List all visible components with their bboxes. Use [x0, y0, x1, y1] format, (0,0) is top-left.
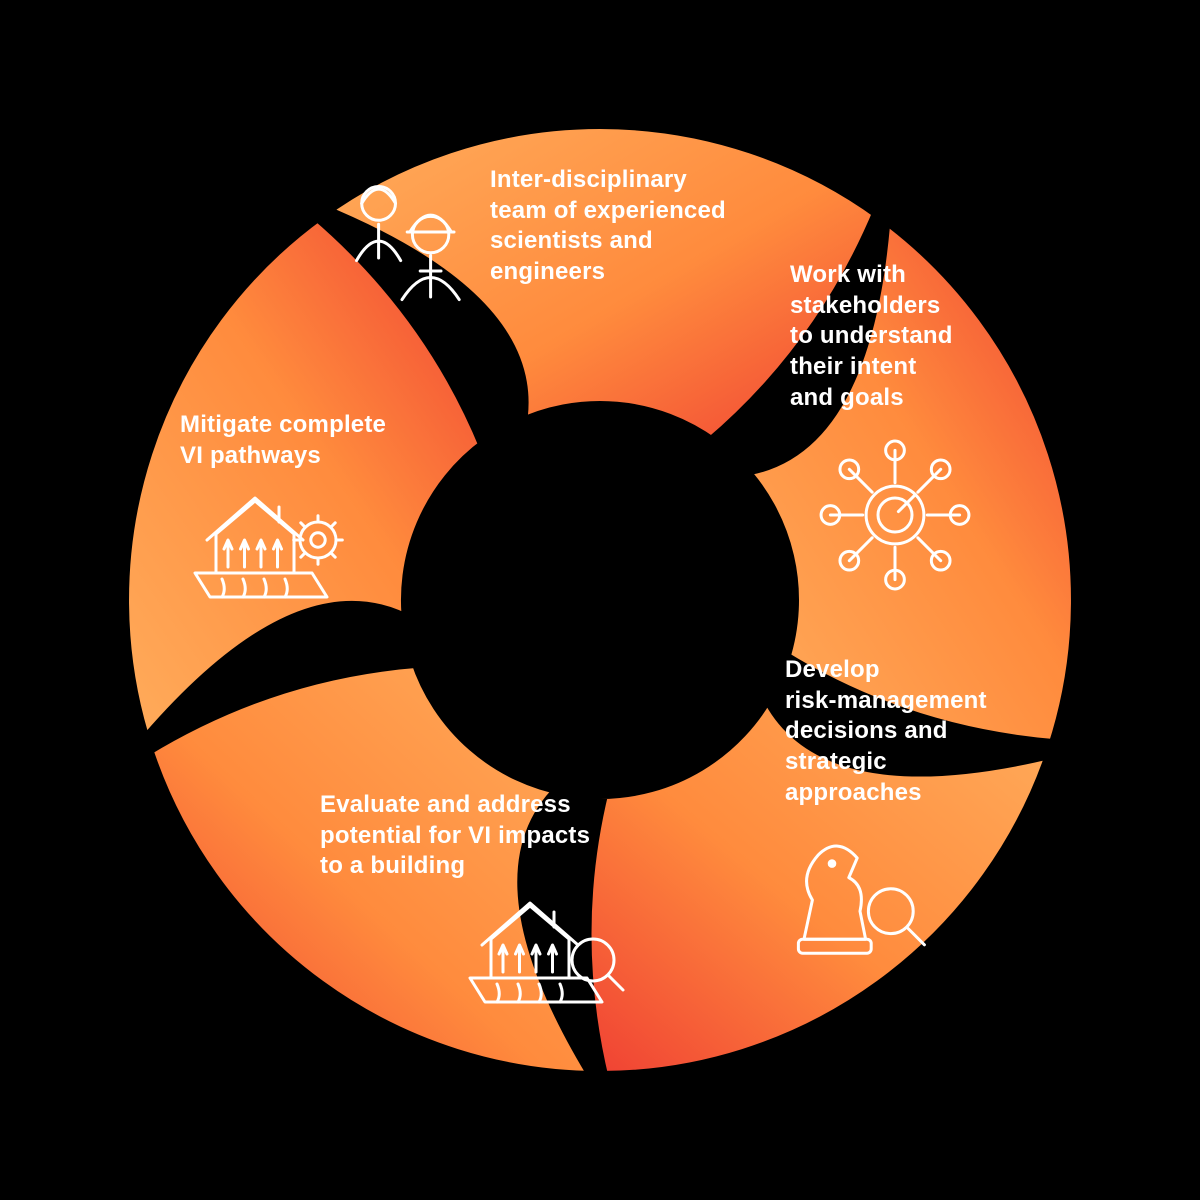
house-gear-icon	[195, 498, 342, 597]
team-icon	[357, 187, 460, 300]
label-risk: Develop risk-management decisions and st…	[785, 655, 1045, 809]
label-stakeholders: Work with stakeholders to understand the…	[790, 260, 1030, 414]
label-mitigate: Mitigate complete VI pathways	[180, 410, 440, 471]
chess-icon	[798, 846, 924, 953]
circular-diagram: Inter-disciplinary team of experienced s…	[0, 0, 1200, 1200]
label-evaluate: Evaluate and address potential for VI im…	[320, 790, 630, 882]
label-team: Inter-disciplinary team of experienced s…	[490, 165, 790, 288]
house-magnify-icon	[470, 903, 623, 1002]
target-network-icon	[821, 441, 969, 589]
